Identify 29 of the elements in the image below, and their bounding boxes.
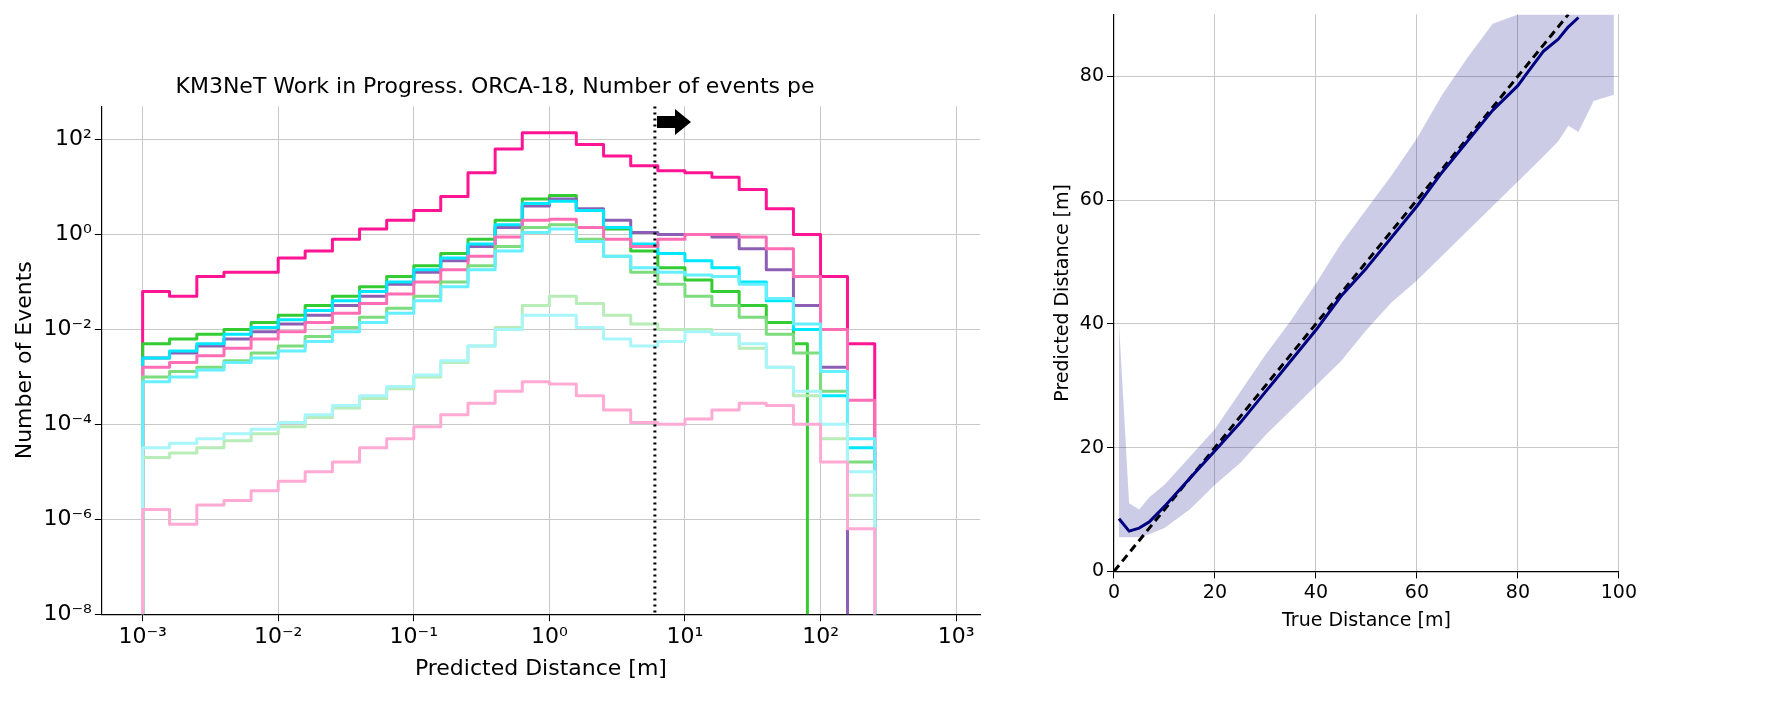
- x-axis-title: Predicted Distance [m]: [414, 654, 667, 680]
- y-tick-label: 10²: [55, 125, 92, 151]
- y-tick-label: 40: [1079, 310, 1104, 333]
- x-tick-label: 10³: [937, 623, 975, 649]
- x-tick-label: 10¹: [666, 623, 704, 649]
- x-tick-label: 100: [1600, 579, 1637, 602]
- x-tick-label: 10⁻²: [254, 623, 303, 649]
- x-tick-label: 60: [1404, 579, 1429, 602]
- y-tick-label: 60: [1079, 187, 1104, 209]
- x-tick-label: 40: [1303, 579, 1329, 602]
- x-tick-label: 10²: [802, 623, 839, 649]
- x-tick-label: 0: [1107, 579, 1121, 602]
- x-tick-label: 80: [1505, 579, 1530, 602]
- y-axis-title: Number of Events: [10, 261, 36, 460]
- y-tick-label: 10⁻⁸: [43, 599, 92, 625]
- x-tick-label: 10⁻¹: [389, 623, 439, 649]
- x-tick-label: 20: [1202, 579, 1228, 602]
- y-tick-label: 10⁻⁴: [43, 410, 92, 436]
- y-tick-label: 20: [1079, 434, 1104, 457]
- y-axis-title: Predicted Distance [m]: [1050, 184, 1073, 402]
- y-tick-label: 10⁰: [55, 220, 92, 246]
- x-tick-label: 10⁰: [530, 623, 568, 649]
- y-tick-label: 10⁻⁶: [43, 504, 92, 530]
- y-tick-label: 80: [1079, 63, 1104, 86]
- y-tick-label: 0: [1091, 558, 1104, 581]
- x-axis-title: True Distance [m]: [1280, 607, 1451, 630]
- x-tick-label: 10⁻³: [118, 623, 167, 649]
- chart-title: KM3NeT Work in Progress. ORCA-18, Number of events pe: [175, 72, 815, 98]
- y-tick-label: 10⁻²: [43, 315, 92, 341]
